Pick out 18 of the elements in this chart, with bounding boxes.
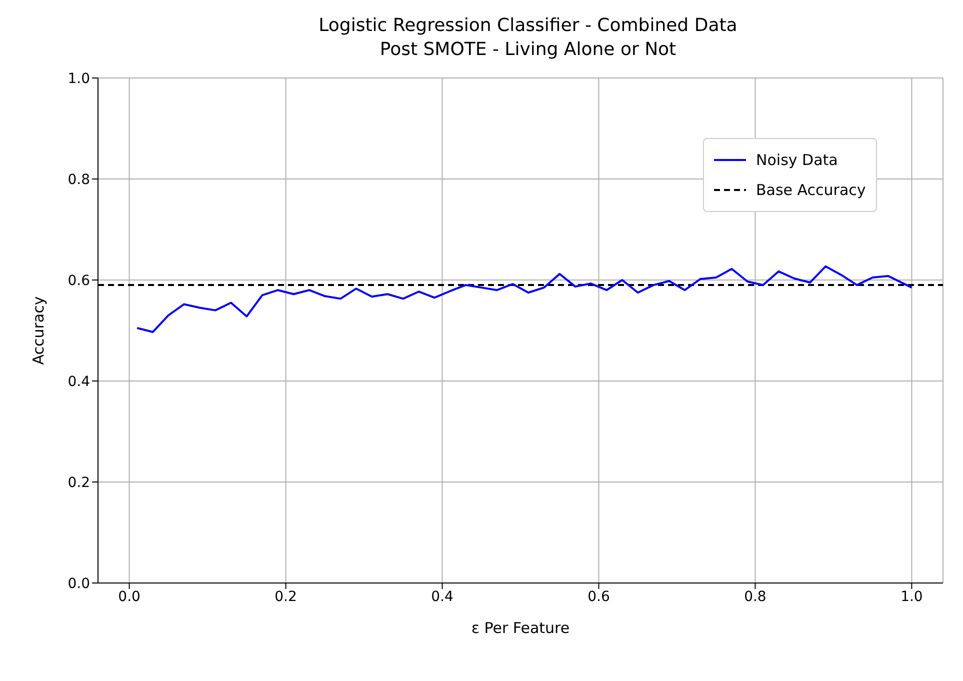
x-tick-label: 1.0 <box>900 588 923 605</box>
legend-label: Noisy Data <box>756 150 838 171</box>
y-tick-label: 0.8 <box>68 172 90 188</box>
x-axis-title: ε Per Feature <box>471 619 570 637</box>
y-axis-title: Accuracy <box>29 296 48 365</box>
y-tick-label: 0.2 <box>68 474 90 491</box>
x-tick-label: 0.2 <box>274 588 297 605</box>
line-series <box>136 265 913 334</box>
x-tick-label: 0.0 <box>118 588 140 605</box>
x-tick-label: 0.6 <box>588 588 610 605</box>
chart-title: Logistic Regression Classifier - Combined Data Post SMOTE - Living Alone or Not <box>318 14 738 62</box>
legend-label: Base Accuracy <box>756 180 866 201</box>
y-tick-label: 0.6 <box>68 272 90 289</box>
y-tick-label: 0.4 <box>68 374 90 390</box>
y-tick-label: 1.0 <box>68 70 90 87</box>
x-tick-label: 0.8 <box>744 588 766 605</box>
x-tick-label: 0.4 <box>431 588 454 605</box>
y-tick-label: 0.0 <box>68 576 90 592</box>
